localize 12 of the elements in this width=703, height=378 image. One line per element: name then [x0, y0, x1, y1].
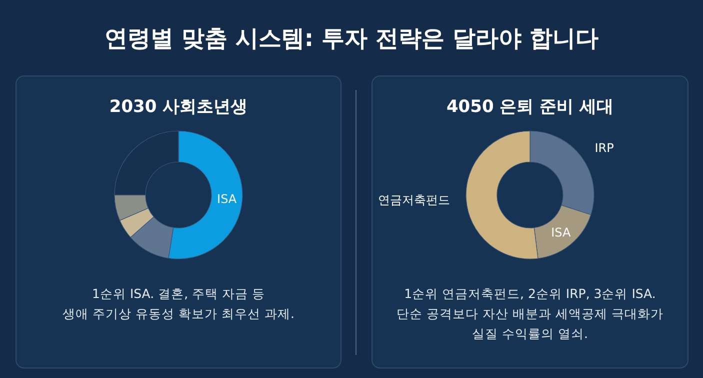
chart-title: 4050 은퇴 준비 세대 — [446, 97, 614, 117]
text: 1순위 연금저축펀드, 2순위 IRP, 3순위 ISA. — [404, 286, 656, 301]
chart-title: 2030 사회초년생 — [109, 97, 248, 117]
text: 단순 공격보다 자산 배분과 세액공제 극대화가 — [396, 306, 664, 321]
text: 1순위 ISA. 결혼, 주택 자금 등 — [92, 286, 265, 301]
text: 생애 주기상 유동성 확보가 최우선 과제. — [62, 306, 294, 321]
slice-label: ISA — [217, 192, 238, 206]
slice-label: 연금저축펀드 — [378, 193, 450, 208]
slice-label: IRP — [594, 140, 614, 155]
text: 실질 수익률의 열쇠. — [472, 326, 588, 341]
slice-label: ISA — [551, 225, 572, 240]
text: 연령별 맞춤 시스템: 투자 전략은 달라야 합니다 — [104, 26, 599, 52]
